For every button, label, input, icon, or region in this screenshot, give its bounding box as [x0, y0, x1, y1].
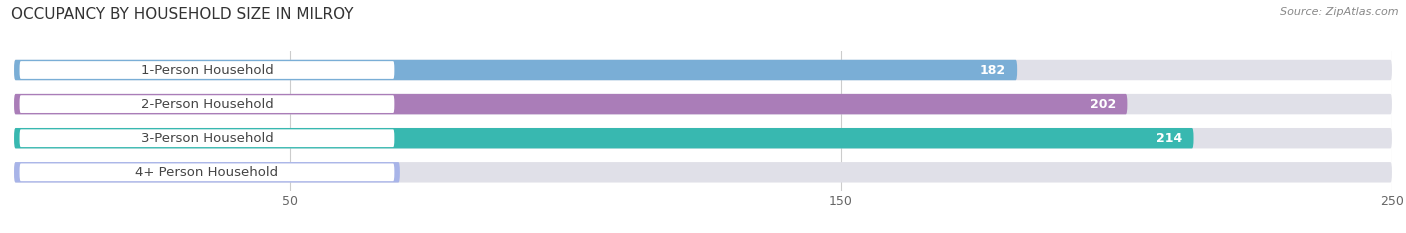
Text: 1-Person Household: 1-Person Household	[141, 64, 273, 76]
FancyBboxPatch shape	[14, 128, 1194, 148]
Text: Source: ZipAtlas.com: Source: ZipAtlas.com	[1281, 7, 1399, 17]
FancyBboxPatch shape	[14, 60, 1392, 80]
Text: 182: 182	[980, 64, 1007, 76]
Text: 70: 70	[371, 166, 389, 179]
FancyBboxPatch shape	[14, 162, 399, 182]
FancyBboxPatch shape	[20, 95, 394, 113]
FancyBboxPatch shape	[20, 129, 394, 147]
FancyBboxPatch shape	[20, 61, 394, 79]
Text: 214: 214	[1156, 132, 1182, 145]
FancyBboxPatch shape	[20, 163, 394, 181]
FancyBboxPatch shape	[14, 162, 1392, 182]
Text: 4+ Person Household: 4+ Person Household	[135, 166, 278, 179]
FancyBboxPatch shape	[14, 94, 1392, 114]
FancyBboxPatch shape	[14, 128, 1392, 148]
Text: 3-Person Household: 3-Person Household	[141, 132, 273, 145]
FancyBboxPatch shape	[14, 94, 1128, 114]
Text: 202: 202	[1090, 98, 1116, 111]
FancyBboxPatch shape	[14, 60, 1017, 80]
Text: OCCUPANCY BY HOUSEHOLD SIZE IN MILROY: OCCUPANCY BY HOUSEHOLD SIZE IN MILROY	[11, 7, 354, 22]
Text: 2-Person Household: 2-Person Household	[141, 98, 273, 111]
